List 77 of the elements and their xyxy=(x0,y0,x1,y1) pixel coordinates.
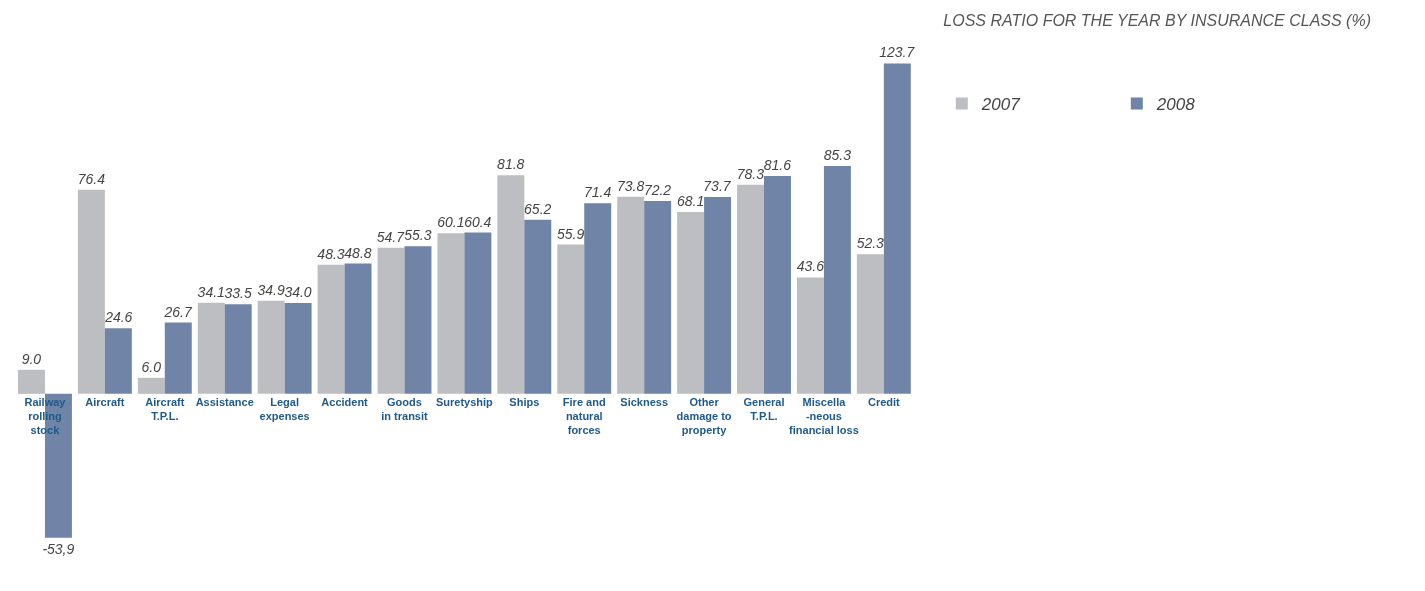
x-tick-label: Aircraft xyxy=(85,395,125,408)
x-tick-label: Credit xyxy=(867,395,901,408)
data-label: 26.7 xyxy=(163,303,194,320)
x-tick-label: Fire and natural forces xyxy=(562,395,606,437)
x-tick-label: Suretyship xyxy=(435,395,494,408)
legend-label: 2007 xyxy=(980,95,1021,115)
data-label: 60.1 xyxy=(437,214,465,231)
bar xyxy=(77,189,105,394)
x-tick-label: Railway rolling stock xyxy=(24,395,67,437)
bar xyxy=(464,232,492,394)
data-label: 73.8 xyxy=(616,177,645,194)
data-label: 72.2 xyxy=(643,182,672,199)
x-tick-label: Sickness xyxy=(620,395,669,408)
data-label: 34.0 xyxy=(284,284,312,301)
bar xyxy=(796,277,824,394)
bar xyxy=(764,175,791,394)
data-label: 73.7 xyxy=(703,178,732,194)
data-label: 6.0 xyxy=(141,358,162,375)
bar xyxy=(883,63,911,394)
data-label: 68.1 xyxy=(676,192,705,209)
bar xyxy=(437,233,465,394)
x-tick-label: General T.P.L. xyxy=(743,395,785,423)
text: LOSS RATIO FOR THE YEAR BY INSURANCE CLASS (%) xyxy=(943,12,1372,30)
bar xyxy=(497,175,525,394)
bar xyxy=(856,254,884,394)
bar xyxy=(584,203,612,394)
bar xyxy=(257,300,285,394)
data-label: 52.3 xyxy=(856,235,885,252)
data-label: 33.5 xyxy=(224,285,252,302)
data-label: 24.6 xyxy=(104,309,133,326)
legend-label: 2008 xyxy=(1155,95,1196,115)
bar xyxy=(704,197,732,394)
data-label: 65.2 xyxy=(524,200,552,217)
data-label: 34.1 xyxy=(197,283,225,300)
data-label: 48.8 xyxy=(344,244,372,261)
bar xyxy=(644,201,672,394)
bar xyxy=(344,263,372,394)
x-tick-label: Assistance xyxy=(195,395,254,408)
bar xyxy=(557,244,585,394)
bar xyxy=(317,264,345,394)
x-tick-label: Miscella -neous financial loss xyxy=(789,395,859,437)
bar xyxy=(677,211,705,394)
bar xyxy=(164,322,192,394)
bar xyxy=(197,302,225,394)
bar xyxy=(617,196,645,394)
data-label: 78.3 xyxy=(736,165,765,182)
bar xyxy=(137,377,165,394)
data-label: 81.8 xyxy=(497,156,525,173)
data-label: 60.4 xyxy=(464,213,492,230)
data-label: 54.7 xyxy=(376,228,406,245)
bar xyxy=(104,328,132,394)
bar xyxy=(823,166,851,394)
bar xyxy=(404,246,432,394)
x-tick-label: Legal expenses xyxy=(259,395,310,423)
data-label: 76.4 xyxy=(77,170,106,187)
data-label: 55.3 xyxy=(404,227,432,244)
x-tick-label: Other damage to property xyxy=(676,395,732,437)
bar xyxy=(284,303,312,394)
data-label: 9.0 xyxy=(21,350,42,367)
x-tick-label: Goods in transit xyxy=(381,395,429,423)
data-label: -53,9 xyxy=(42,540,75,557)
x-tick-label: Aircraft T.P.L. xyxy=(145,395,185,423)
data-label: 85.3 xyxy=(823,147,852,164)
data-label: 123.7 xyxy=(879,44,916,61)
data-label: 43.6 xyxy=(796,258,825,275)
bar xyxy=(737,184,764,394)
data-label: 81.6 xyxy=(763,156,792,173)
bar xyxy=(377,247,405,394)
bar xyxy=(18,369,45,394)
data-label: 34.9 xyxy=(257,281,285,298)
data-label: 71.4 xyxy=(583,184,612,201)
data-label: 55.9 xyxy=(557,225,585,242)
x-tick-label: Ships xyxy=(509,395,540,408)
bar xyxy=(224,304,252,394)
x-tick-label: Accident xyxy=(321,395,369,408)
data-label: 48.3 xyxy=(317,245,345,262)
bar xyxy=(524,219,552,394)
